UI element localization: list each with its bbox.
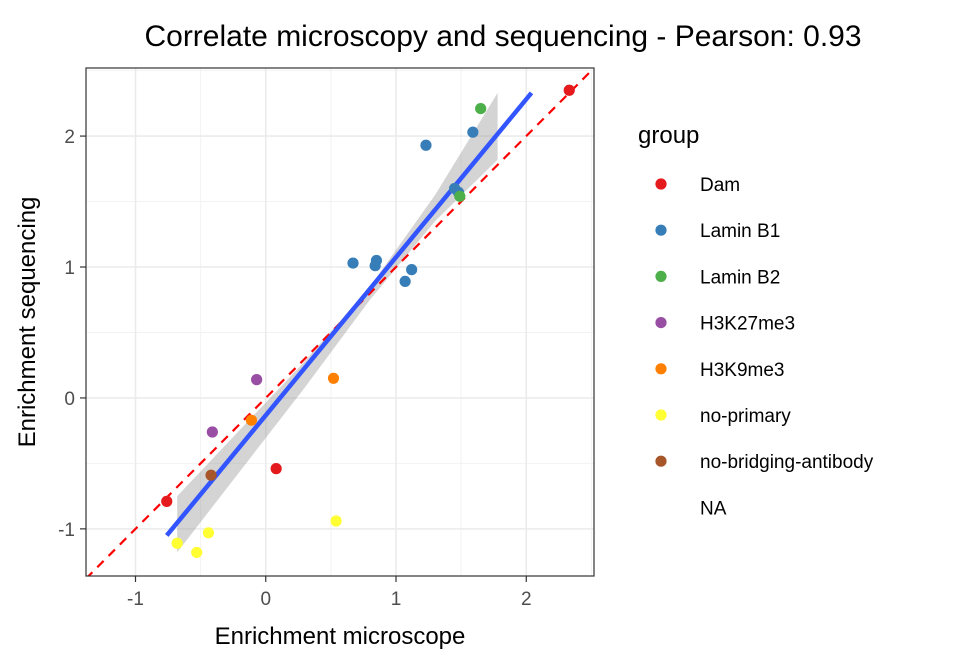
chart-title: Correlate microscopy and sequencing - Pe… <box>144 20 861 53</box>
legend-key <box>655 224 667 236</box>
legend-label: Dam <box>700 175 740 196</box>
data-point <box>270 463 282 475</box>
legend-key <box>655 270 667 282</box>
data-point <box>206 426 218 438</box>
legend: group Dam Lamin B1 Lamin B2 H3K27me3 H3K9me3… <box>638 122 874 519</box>
y-tick-label: 0 <box>64 389 75 410</box>
data-point <box>420 139 432 151</box>
data-point <box>327 372 340 384</box>
gridlines <box>86 68 594 576</box>
data-point <box>245 414 258 426</box>
legend-label: Lamin B2 <box>700 267 780 288</box>
legend-key <box>655 455 667 467</box>
regression-fit-line <box>165 91 534 537</box>
legend-label: no-bridging-antibody <box>700 452 874 473</box>
fit-line <box>165 91 534 537</box>
x-axis-title: Enrichment microscope <box>215 623 466 650</box>
data-point <box>330 515 342 527</box>
data-point <box>161 495 173 507</box>
x-tick-label: -1 <box>127 589 144 610</box>
y-axis-ticks: -1 0 1 2 <box>58 127 86 541</box>
data-points <box>161 84 575 559</box>
legend-label: H3K27me3 <box>700 314 795 335</box>
legend-key <box>655 178 667 190</box>
data-point <box>399 275 411 288</box>
data-point <box>251 374 263 386</box>
legend-key <box>655 363 667 375</box>
data-point <box>563 84 575 96</box>
data-point <box>205 469 217 481</box>
data-point <box>370 254 383 267</box>
y-axis-title: Enrichment sequencing <box>14 197 41 448</box>
x-tick-label: 0 <box>260 589 271 610</box>
x-axis-ticks: -1 0 1 2 <box>127 576 532 610</box>
y-tick-label: 2 <box>64 127 75 148</box>
data-point <box>467 126 479 138</box>
plot-panel <box>85 67 595 577</box>
legend-label: no-primary <box>700 406 791 427</box>
y-tick-label: -1 <box>58 520 75 541</box>
data-point <box>347 257 359 269</box>
legend-key <box>655 317 667 329</box>
legend-label: NA <box>700 498 727 519</box>
data-point <box>475 102 487 115</box>
confidence-band-area <box>177 92 498 553</box>
confidence-band <box>177 92 498 553</box>
data-point <box>406 264 418 276</box>
y-tick-label: 1 <box>64 258 75 279</box>
data-point <box>171 537 183 549</box>
plot-border <box>85 67 595 577</box>
x-tick-label: 1 <box>391 589 402 610</box>
legend-label: Lamin B1 <box>700 221 780 242</box>
data-point <box>191 546 203 559</box>
data-point <box>202 527 215 539</box>
legend-title: group <box>638 122 699 149</box>
legend-label: H3K9me3 <box>700 360 785 381</box>
data-point <box>454 190 466 202</box>
legend-key <box>655 409 667 421</box>
x-tick-label: 2 <box>521 589 532 610</box>
